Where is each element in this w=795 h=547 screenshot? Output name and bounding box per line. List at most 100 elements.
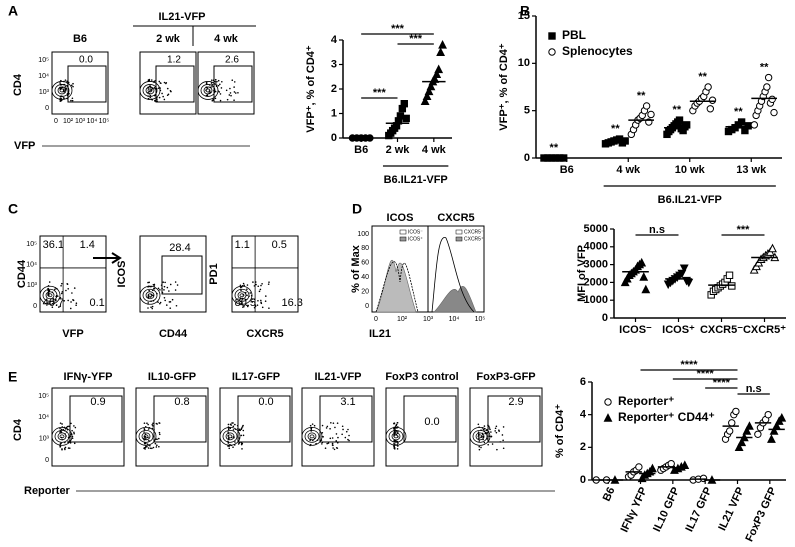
event-dot	[148, 78, 151, 81]
point	[648, 463, 657, 473]
contour	[142, 288, 158, 302]
panel-letter: C	[8, 201, 18, 217]
legend-label: Splenocytes	[562, 44, 633, 58]
event-dot	[144, 446, 147, 449]
event-dot	[143, 437, 145, 440]
event-dot	[322, 435, 324, 438]
event-dot	[151, 305, 154, 308]
y-tick-label: 2	[331, 83, 337, 95]
quadrant-value: 46.7	[43, 297, 64, 309]
event-dot	[171, 298, 174, 301]
event-dot	[153, 285, 156, 287]
point	[400, 100, 408, 108]
event-dot	[255, 283, 257, 286]
event-dot	[240, 428, 243, 431]
event-dot	[60, 430, 62, 433]
event-dot	[214, 80, 216, 83]
comparison-label: n.s	[649, 224, 665, 236]
y-tick-label: 5	[524, 105, 530, 117]
panel-letter: D	[352, 201, 362, 217]
flow-title: FoxP3 control	[385, 371, 458, 383]
event-dot	[64, 85, 67, 88]
significance: **	[611, 123, 620, 135]
contour	[145, 291, 155, 300]
event-dot	[344, 436, 347, 439]
significance: **	[698, 71, 707, 83]
flow-title: 4 wk	[214, 33, 239, 45]
event-dot	[393, 448, 396, 450]
y-tick-label: 15	[518, 10, 530, 22]
event-dot	[154, 100, 156, 102]
contour	[147, 88, 153, 93]
event-dot	[153, 287, 155, 290]
quadrant-value: 16.3	[282, 297, 303, 309]
event-dot	[174, 281, 177, 283]
contour	[47, 293, 53, 298]
point	[764, 73, 773, 82]
event-dot	[156, 98, 158, 101]
contour	[145, 86, 155, 95]
event-dot	[71, 97, 74, 100]
flow-y-tick: 10³	[27, 282, 38, 289]
x-tick-label: 13 wk	[736, 164, 767, 176]
contour	[39, 285, 61, 305]
event-dot	[241, 442, 244, 445]
x-tick-label: 4 wk	[422, 144, 447, 156]
point	[767, 434, 776, 443]
event-dot	[226, 98, 229, 101]
event-dot	[152, 446, 155, 449]
event-dot	[228, 447, 231, 450]
event-dot	[309, 424, 312, 427]
point	[744, 122, 752, 130]
event-dot	[206, 94, 209, 96]
event-dot	[237, 92, 239, 94]
event-dot	[59, 443, 62, 445]
y-tick-label: 2	[580, 441, 586, 453]
contour	[477, 434, 483, 439]
flow-x-tick: 0	[54, 118, 58, 125]
legend-label: Reporter⁺	[618, 394, 674, 408]
event-dot	[326, 442, 328, 445]
x-tick-label: B6	[354, 144, 368, 156]
event-dot	[154, 442, 157, 445]
event-dot	[68, 425, 70, 428]
event-dot	[246, 288, 248, 290]
contour	[304, 429, 320, 443]
point	[777, 413, 787, 422]
event-dot	[151, 447, 153, 450]
event-dot	[147, 428, 150, 430]
event-dot	[67, 287, 70, 290]
flow-x-tick: 10³	[75, 118, 86, 125]
flow-x-tick: 10²	[397, 316, 408, 323]
event-dot	[151, 307, 154, 310]
event-dot	[72, 299, 75, 302]
event-dot	[326, 425, 329, 428]
event-dot	[239, 429, 241, 432]
event-dot	[70, 84, 73, 87]
flow-y-tick: 60	[361, 260, 369, 267]
event-dot	[241, 426, 244, 428]
contour	[203, 86, 213, 95]
event-dot	[251, 301, 254, 303]
event-dot	[227, 428, 230, 431]
flow-y-tick: 10³	[39, 436, 50, 443]
contour	[301, 426, 323, 446]
event-dot	[241, 448, 243, 450]
event-dot	[66, 425, 69, 428]
event-dot	[73, 432, 75, 435]
y-tick-label: 1	[331, 107, 337, 119]
contour	[307, 432, 317, 441]
event-dot	[232, 429, 235, 431]
event-dot	[146, 445, 148, 448]
hist-fill	[375, 260, 417, 313]
event-dot	[59, 427, 61, 430]
point	[768, 243, 777, 253]
event-dot	[233, 99, 235, 101]
y-tick-label: 1000	[584, 294, 608, 306]
event-dot	[490, 431, 492, 433]
event-dot	[310, 427, 313, 430]
event-dot	[169, 89, 172, 92]
event-dot	[252, 281, 254, 283]
comparison-label: ***	[391, 23, 405, 35]
gate	[69, 395, 123, 443]
